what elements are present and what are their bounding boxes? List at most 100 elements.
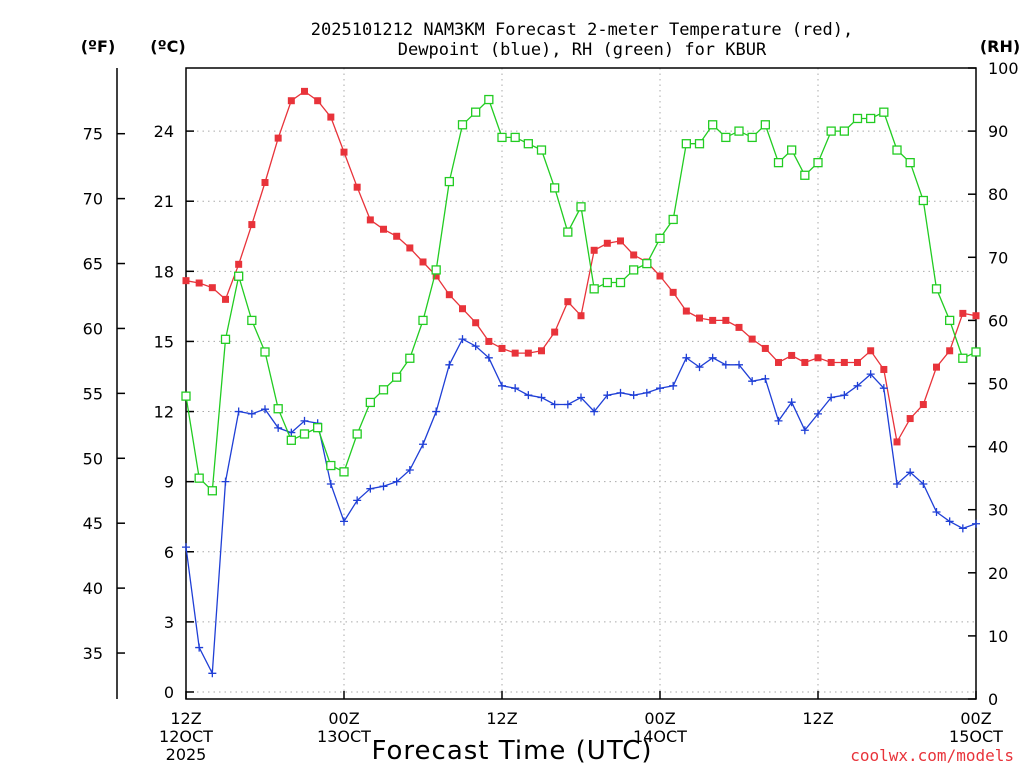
2-meter-temperature-point <box>656 272 664 280</box>
2-meter-temperature-point <box>603 239 611 247</box>
dewpoint-point <box>577 393 585 402</box>
rh-tick-label: 70 <box>988 248 1008 267</box>
rh-point <box>602 277 612 288</box>
rh-tick-label: 100 <box>988 59 1019 78</box>
celsius-tick-label: 12 <box>154 403 174 422</box>
rh-point <box>905 157 915 168</box>
dewpoint-point <box>735 360 743 369</box>
2-meter-temperature-point <box>761 344 769 352</box>
dewpoint-point <box>906 468 915 477</box>
x-tick-label: 14OCT <box>633 727 687 746</box>
2-meter-temperature-point <box>709 316 717 324</box>
2-meter-temperature-point <box>498 344 506 352</box>
rh-point <box>536 145 547 155</box>
dewpoint-point <box>603 391 612 400</box>
dewpoint-point <box>208 669 217 678</box>
2-meter-temperature-point <box>735 323 743 331</box>
dewpoint-point <box>419 440 427 449</box>
rh-point <box>629 265 639 275</box>
rh-point <box>918 195 928 206</box>
2-meter-temperature-point <box>827 358 835 366</box>
dewpoint-point <box>274 423 283 432</box>
fahrenheit-tick-label: 50 <box>83 449 103 468</box>
rh-tick-label: 10 <box>988 627 1008 646</box>
rh-point <box>313 423 323 433</box>
rh-point <box>247 315 257 326</box>
rh-tick-label: 0 <box>988 690 998 709</box>
2-meter-temperature-point <box>906 415 914 423</box>
dewpoint-point <box>669 381 678 390</box>
credit-link[interactable]: coolwx.com/models <box>850 746 1014 765</box>
rh-point <box>220 334 231 344</box>
rh-point <box>563 227 573 237</box>
dewpoint-point <box>300 416 309 425</box>
rh-point <box>655 233 665 244</box>
dewpoint-point <box>340 517 348 526</box>
x-tick-label: 00Z <box>960 709 991 728</box>
x-tick-label: 13OCT <box>317 727 371 746</box>
rh-tick-label: 60 <box>988 311 1008 330</box>
dewpoint-point <box>787 398 796 407</box>
2-meter-temperature-point <box>696 314 703 322</box>
rh-point <box>760 120 770 130</box>
rh-point <box>773 157 784 168</box>
rh-point <box>550 183 560 193</box>
2-meter-temperature-point <box>538 347 545 355</box>
fahrenheit-tick-label: 55 <box>83 384 103 403</box>
dewpoint-point <box>195 643 204 652</box>
dewpoint-point <box>708 353 717 362</box>
fahrenheit-axis: 35 40 45 50 55 60 65 70 75 <box>83 125 125 663</box>
rh-point <box>615 277 626 288</box>
chart-title: 2025101212 NAM3KM Forecast 2-meter Tempe… <box>311 20 853 60</box>
dewpoint-point <box>405 465 414 474</box>
2-meter-temperature-point <box>682 307 690 315</box>
2-meter-temperature-point <box>933 363 940 371</box>
2-meter-temperature-point <box>814 354 822 362</box>
dewpoint-point <box>866 370 875 379</box>
dewpoint-point <box>774 416 783 425</box>
rh-point <box>694 139 705 149</box>
2-meter-temperature-point <box>419 258 427 266</box>
x-tick-label: 15OCT <box>949 727 1003 746</box>
rh-point <box>958 353 968 363</box>
2-meter-temperature-point <box>946 347 954 355</box>
rh-tick-label: 50 <box>988 375 1008 394</box>
rh-point <box>681 139 691 149</box>
rh-point <box>273 404 283 414</box>
rh-series <box>181 94 981 496</box>
2-meter-temperature-point <box>406 244 414 252</box>
rh-point <box>378 385 389 395</box>
grid-lines <box>186 68 976 699</box>
rh-point <box>194 473 204 483</box>
celsius-tick-label: 15 <box>154 332 174 351</box>
rh-point <box>747 132 757 143</box>
celsius-tick-label: 9 <box>164 473 174 492</box>
2-meter-temperature-point <box>577 312 585 320</box>
2-meter-temperature-point <box>248 221 256 229</box>
dewpoint-point <box>379 482 388 491</box>
dewpoint-point <box>550 400 559 409</box>
rh-point <box>852 113 863 124</box>
rh-point <box>787 145 797 155</box>
2-meter-temperature-point <box>287 97 295 105</box>
dewpoint-point <box>511 384 520 393</box>
2-meter-temperature-point <box>788 351 796 359</box>
2-meter-temperature-point <box>801 358 809 366</box>
rh-point <box>286 435 296 445</box>
2-meter-temperature-point <box>353 183 361 191</box>
chart-title-line-1: 2025101212 NAM3KM Forecast 2-meter Tempe… <box>311 20 853 40</box>
x-tick-label: 2025 <box>166 745 207 764</box>
rh-point <box>892 145 902 155</box>
2-meter-temperature-point <box>867 347 875 355</box>
2-meter-temperature-point <box>472 319 480 327</box>
celsius-axis: 0 3 6 9 12 15 18 21 24 <box>154 122 194 702</box>
2-meter-temperature-point <box>445 291 453 299</box>
dewpoint-point <box>616 388 625 397</box>
2-meter-temperature-point <box>511 349 519 357</box>
fahrenheit-tick-label: 60 <box>83 319 103 338</box>
rh-point <box>418 315 428 326</box>
2-meter-temperature-point <box>380 225 387 233</box>
2-meter-temperature-point <box>393 232 401 240</box>
